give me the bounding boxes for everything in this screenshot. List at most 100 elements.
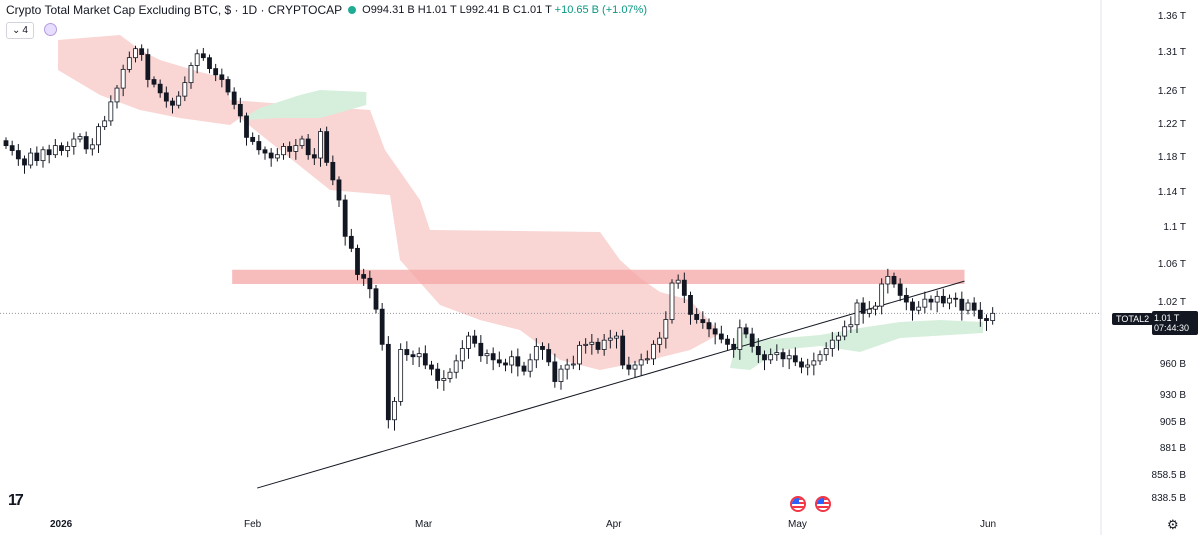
candlestick[interactable] [879, 278, 885, 315]
candlestick[interactable] [601, 334, 607, 356]
candlestick[interactable] [965, 299, 971, 315]
candlestick[interactable] [466, 331, 471, 359]
candlestick[interactable] [77, 133, 83, 143]
tradingview-logo-icon[interactable]: 17 [8, 492, 24, 509]
candlestick[interactable] [262, 146, 268, 160]
candlestick[interactable] [108, 95, 114, 126]
candlestick[interactable] [361, 268, 367, 286]
gear-icon[interactable]: ⚙ [1167, 517, 1179, 532]
candlestick[interactable] [805, 358, 811, 376]
candlestick[interactable] [96, 123, 101, 154]
candlestick[interactable] [626, 356, 632, 376]
candlestick[interactable] [151, 76, 157, 88]
candlestick[interactable] [379, 303, 385, 351]
candlestick[interactable] [718, 325, 724, 344]
candlestick[interactable] [681, 272, 687, 303]
candlestick[interactable] [342, 194, 348, 246]
candlestick[interactable] [947, 294, 952, 310]
candlestick[interactable] [188, 62, 194, 89]
candlestick[interactable] [367, 270, 373, 299]
candlestick[interactable] [120, 64, 126, 97]
candlestick[interactable] [595, 338, 601, 354]
candlestick[interactable] [355, 244, 360, 281]
candlestick[interactable] [348, 228, 354, 253]
candlestick[interactable] [324, 126, 330, 166]
candlestick[interactable] [59, 142, 64, 156]
candlestick[interactable] [34, 146, 40, 166]
us-flag-event-icon[interactable] [815, 496, 831, 512]
candlestick[interactable] [842, 320, 848, 341]
resistance-zone[interactable] [232, 269, 965, 284]
candlestick[interactable] [984, 314, 989, 331]
candlestick[interactable] [404, 341, 410, 361]
candlestick[interactable] [244, 112, 249, 146]
candlestick[interactable] [163, 86, 169, 108]
candlestick[interactable] [675, 274, 681, 289]
candlestick[interactable] [213, 63, 219, 82]
candlestick[interactable] [755, 338, 761, 363]
candlestick[interactable] [651, 340, 656, 365]
candlestick[interactable] [293, 139, 299, 160]
candlestick[interactable] [219, 68, 225, 88]
candlestick[interactable] [114, 84, 120, 109]
candlestick[interactable] [848, 316, 854, 333]
candlestick[interactable] [268, 148, 274, 167]
candlestick[interactable] [799, 357, 804, 374]
candlestick[interactable] [540, 342, 545, 360]
candlestick[interactable] [644, 350, 650, 364]
candlestick[interactable] [453, 354, 459, 379]
candlestick[interactable] [620, 329, 626, 370]
candlestick[interactable] [250, 132, 256, 145]
candlestick[interactable] [225, 76, 231, 96]
candlestick[interactable] [959, 291, 965, 321]
candlestick[interactable] [46, 144, 52, 164]
candlestick[interactable] [83, 131, 89, 154]
candlestick[interactable] [385, 336, 391, 429]
candlestick[interactable] [977, 302, 983, 327]
candlestick[interactable] [903, 287, 909, 311]
candlestick[interactable] [922, 291, 928, 314]
candlestick[interactable] [435, 362, 441, 389]
candlestick[interactable] [638, 353, 644, 376]
candlestick[interactable] [873, 302, 878, 316]
candlestick[interactable] [447, 368, 453, 383]
candlestick[interactable] [194, 49, 200, 74]
candlestick[interactable] [910, 298, 915, 321]
candlestick[interactable] [614, 331, 619, 349]
indicator-swirl-icon[interactable] [44, 23, 57, 36]
candlestick[interactable] [102, 115, 108, 130]
candlestick[interactable] [694, 308, 700, 324]
candlestick[interactable] [410, 350, 416, 365]
candlestick[interactable] [663, 311, 669, 349]
candlestick[interactable] [515, 348, 521, 377]
candlestick[interactable] [441, 370, 447, 391]
candlestick[interactable] [583, 338, 589, 354]
candlestick[interactable] [897, 278, 903, 302]
candlestick[interactable] [9, 140, 15, 156]
candlestick[interactable] [928, 295, 934, 311]
candlestick[interactable] [237, 97, 243, 123]
candlestick[interactable] [182, 76, 188, 102]
candlestick[interactable] [607, 329, 613, 349]
candlestick[interactable] [731, 338, 737, 358]
candlestick[interactable] [577, 341, 582, 371]
candlestick[interactable] [281, 143, 286, 160]
candlestick[interactable] [552, 353, 558, 388]
candlestick[interactable] [509, 350, 515, 374]
candlestick[interactable] [398, 343, 404, 406]
candlestick[interactable] [916, 301, 922, 315]
candlestick[interactable] [570, 355, 576, 370]
candlestick[interactable] [971, 297, 977, 317]
candlestick[interactable] [311, 148, 317, 165]
candlestick[interactable] [157, 79, 163, 98]
candlestick[interactable] [336, 176, 342, 207]
candlestick[interactable] [71, 132, 77, 155]
candlestick[interactable] [429, 360, 434, 376]
candlestick[interactable] [792, 347, 798, 367]
candlestick[interactable] [743, 323, 749, 339]
candlestick[interactable] [484, 349, 490, 364]
candlestick[interactable] [934, 290, 940, 313]
candlestick[interactable] [823, 342, 829, 361]
indicator-legend-toggle[interactable]: ⌄ 4 [6, 22, 34, 39]
candlestick[interactable] [256, 134, 262, 155]
